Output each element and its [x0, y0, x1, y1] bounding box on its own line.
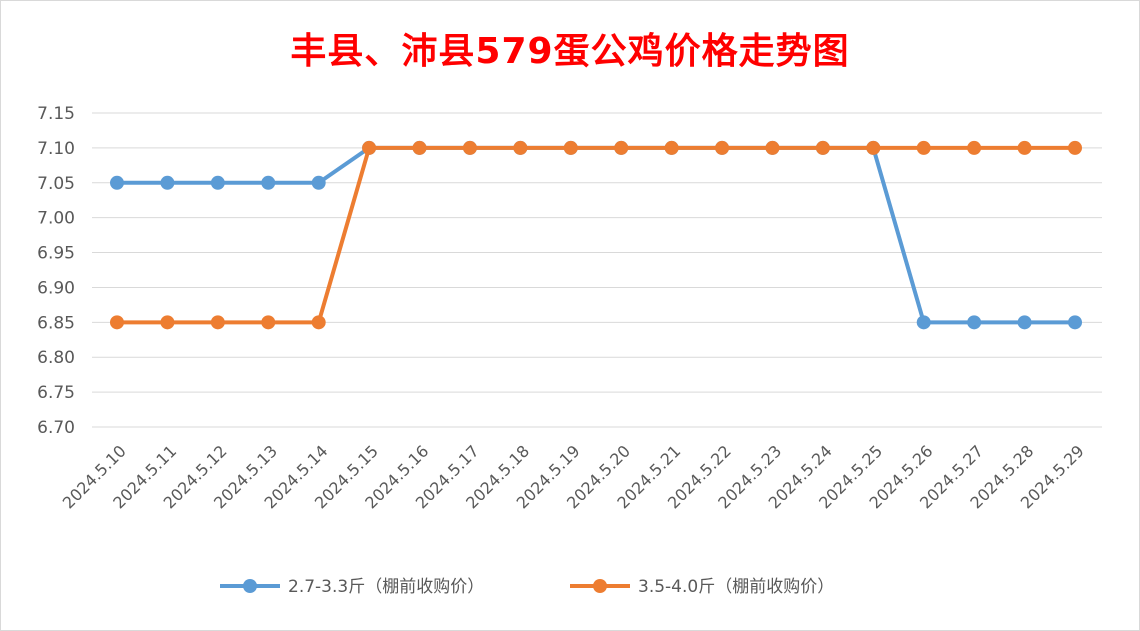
data-point — [160, 315, 175, 330]
data-point — [412, 140, 427, 155]
y-tick-label: 7.15 — [37, 104, 75, 124]
series-lines — [110, 140, 1082, 330]
data-point — [462, 140, 477, 155]
legend-marker-icon — [243, 579, 257, 593]
data-point — [110, 315, 124, 330]
data-point — [362, 140, 377, 155]
series-line — [115, 145, 1077, 325]
data-point — [210, 315, 225, 330]
data-point — [916, 315, 931, 330]
data-point — [715, 140, 730, 155]
data-point — [1068, 315, 1082, 330]
y-tick-label: 6.95 — [37, 244, 75, 264]
data-point — [866, 140, 881, 155]
x-axis-ticks: 2024.5.102024.5.112024.5.122024.5.132024… — [59, 441, 1088, 512]
data-point — [1068, 140, 1082, 155]
data-point — [664, 140, 679, 155]
y-tick-label: 7.05 — [37, 174, 75, 194]
data-point — [563, 140, 578, 155]
data-point — [1017, 315, 1032, 330]
data-point — [765, 140, 780, 155]
data-point — [513, 140, 528, 155]
series-2 — [110, 140, 1082, 330]
y-tick-label: 6.70 — [37, 418, 75, 438]
series-line — [115, 145, 1077, 325]
data-point — [311, 315, 326, 330]
y-tick-label: 6.75 — [37, 383, 75, 403]
data-point — [614, 140, 629, 155]
legend-entry: 3.5-4.0斤（棚前收购价） — [570, 577, 834, 597]
y-tick-label: 6.85 — [37, 313, 75, 333]
y-tick-label: 7.10 — [37, 139, 75, 159]
data-point — [210, 175, 225, 190]
data-point — [110, 175, 124, 190]
data-point — [815, 140, 830, 155]
y-tick-label: 7.00 — [37, 209, 75, 229]
data-point — [916, 140, 931, 155]
data-point — [967, 315, 982, 330]
legend-marker-icon — [593, 579, 607, 593]
legend-label: 2.7-3.3斤（棚前收购价） — [288, 577, 484, 597]
data-point — [160, 175, 175, 190]
chart-title: 丰县、沛县579蛋公鸡价格走势图 — [290, 31, 850, 72]
legend-entry: 2.7-3.3斤（棚前收购价） — [220, 577, 484, 597]
data-point — [1017, 140, 1032, 155]
series-1 — [110, 140, 1082, 330]
data-point — [311, 175, 326, 190]
data-point — [967, 140, 982, 155]
gridlines — [92, 112, 1102, 428]
y-tick-label: 6.80 — [37, 348, 75, 368]
y-axis-ticks: 6.70 6.75 6.80 6.85 6.90 6.95 7.00 7.05 7.10 7.15 — [37, 104, 75, 438]
legend-label: 3.5-4.0斤（棚前收购价） — [638, 577, 834, 597]
data-point — [261, 315, 276, 330]
y-tick-label: 6.90 — [37, 278, 75, 298]
legend: 2.7-3.3斤（棚前收购价） 3.5-4.0斤（棚前收购价） — [220, 577, 834, 597]
data-point — [261, 175, 276, 190]
